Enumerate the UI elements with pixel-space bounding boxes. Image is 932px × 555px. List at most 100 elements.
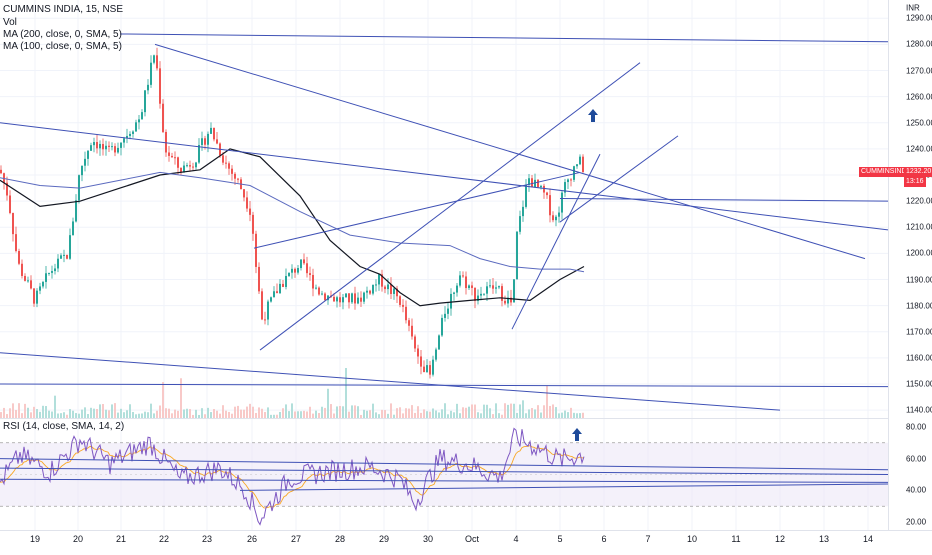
- volume-bar: [429, 411, 431, 418]
- candle-body: [540, 185, 542, 188]
- candle-body: [531, 178, 533, 188]
- panel-divider[interactable]: [0, 418, 888, 419]
- candle-body: [492, 285, 494, 289]
- volume-bar: [42, 405, 44, 418]
- volume-bar: [30, 412, 32, 418]
- candle-body: [288, 272, 290, 276]
- volume-bar: [141, 413, 143, 418]
- candle-body: [555, 216, 557, 221]
- volume-bar: [270, 414, 272, 418]
- volume-bar: [444, 403, 446, 418]
- last-price-tag: 1232.20: [904, 167, 932, 177]
- price-tick-label: 1170.00: [906, 327, 932, 337]
- legend-symbol[interactable]: CUMMINS INDIA, 15, NSE: [3, 4, 124, 15]
- volume-bar: [546, 385, 548, 418]
- volume-bar: [207, 407, 209, 418]
- candle-body: [162, 103, 164, 132]
- volume-bar: [132, 411, 134, 418]
- volume-bar: [456, 403, 458, 418]
- trendline: [511, 153, 601, 330]
- volume-bar: [138, 413, 140, 418]
- volume-bar: [534, 409, 536, 418]
- volume-bar: [345, 368, 347, 418]
- volume-bar: [543, 405, 545, 418]
- candle-body: [222, 155, 224, 163]
- volume-bar: [489, 408, 491, 418]
- price-tick-label: 1160.00: [906, 353, 932, 363]
- trendline: [0, 122, 889, 231]
- volume-bar: [75, 413, 77, 418]
- candle-body: [567, 179, 569, 183]
- volume-bar: [561, 412, 563, 418]
- volume-bar: [57, 413, 59, 418]
- legend-ma100[interactable]: MA (100, close, 0, SMA, 5): [3, 41, 122, 52]
- candle-body: [447, 308, 449, 314]
- volume-bar: [282, 408, 284, 418]
- volume-bar: [309, 406, 311, 418]
- candle-body: [399, 296, 401, 305]
- volume-bar: [507, 404, 509, 418]
- volume-bar: [93, 408, 95, 418]
- legend-volume[interactable]: Vol: [3, 17, 17, 28]
- candle-body: [42, 281, 44, 287]
- volume-bar: [162, 382, 164, 418]
- candle-body: [243, 189, 245, 198]
- volume-bar: [12, 403, 14, 418]
- candle-body: [441, 317, 443, 336]
- candle-body: [171, 155, 173, 158]
- volume-bar: [573, 412, 575, 418]
- candles-layer: [0, 47, 584, 379]
- legend-rsi[interactable]: RSI (14, close, SMA, 14, 2): [3, 421, 125, 432]
- candle-body: [183, 165, 185, 173]
- volume-bar: [60, 413, 62, 418]
- candle-body: [21, 263, 23, 276]
- candle-body: [201, 138, 203, 145]
- volume-bar: [84, 407, 86, 418]
- candle-body: [0, 169, 2, 174]
- volume-bar: [528, 409, 530, 418]
- candle-body: [534, 179, 536, 188]
- volume-bar: [441, 409, 443, 418]
- arrows-layer: [572, 109, 598, 441]
- time-tick-label: 27: [290, 534, 302, 544]
- volume-bar: [318, 412, 320, 418]
- volume-bar: [354, 405, 356, 418]
- rsi-tick-label: 20.00: [906, 517, 927, 527]
- volume-bar: [114, 403, 116, 418]
- time-tick-label: 19: [29, 534, 41, 544]
- volume-bar: [288, 411, 290, 418]
- candle-body: [393, 288, 395, 294]
- volume-bar: [483, 404, 485, 418]
- candle-body: [15, 234, 17, 252]
- time-tick-label: 12: [774, 534, 786, 544]
- time-tick-label: 20: [72, 534, 84, 544]
- volume-bar: [102, 404, 104, 418]
- volume-bar: [219, 413, 221, 418]
- volume-bar: [360, 414, 362, 418]
- rsi-trendline: [0, 467, 889, 475]
- candle-body: [324, 293, 326, 301]
- volume-bar: [279, 411, 281, 418]
- time-tick-label: 29: [378, 534, 390, 544]
- volume-bar: [306, 411, 308, 418]
- legend-ma200[interactable]: MA (200, close, 0, SMA, 5): [3, 29, 122, 40]
- candle-body: [129, 133, 131, 136]
- volume-bar: [165, 408, 167, 418]
- candle-body: [546, 192, 548, 196]
- candle-body: [231, 168, 233, 174]
- volume-bar: [276, 414, 278, 418]
- volume-bar: [63, 412, 65, 418]
- currency-label: INR: [906, 3, 920, 13]
- volume-bar: [432, 408, 434, 418]
- volume-bar: [81, 409, 83, 418]
- candle-body: [384, 286, 386, 290]
- volume-bar: [366, 410, 368, 418]
- candle-body: [153, 55, 155, 63]
- candle-body: [525, 184, 527, 207]
- volume-bar: [186, 408, 188, 418]
- candle-body: [234, 173, 236, 179]
- candle-body: [168, 152, 170, 156]
- candle-body: [420, 356, 422, 367]
